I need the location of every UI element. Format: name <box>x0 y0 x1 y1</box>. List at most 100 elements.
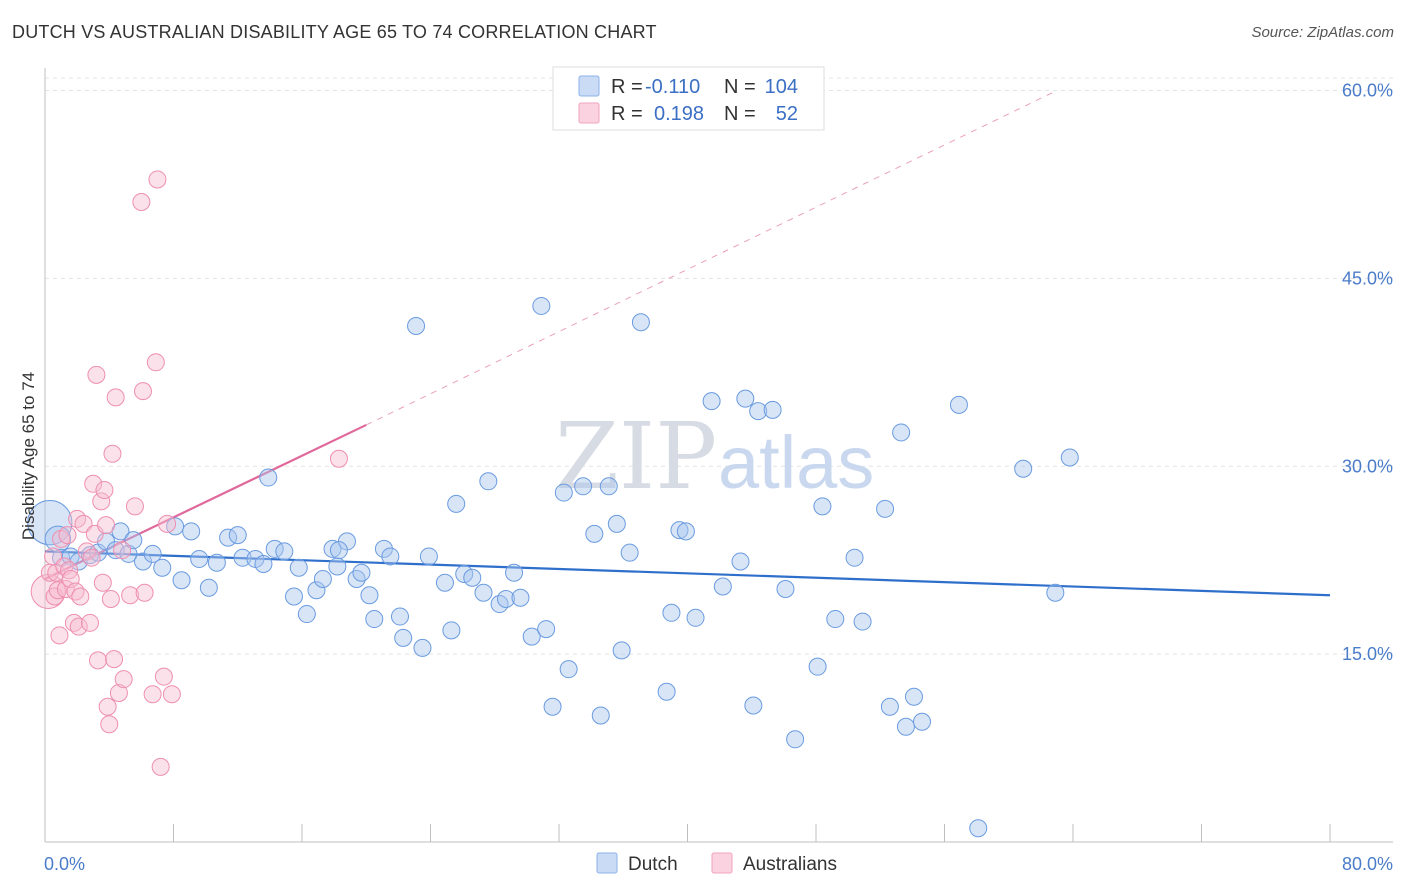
australians-point <box>95 481 114 500</box>
legend-n-value-australians: 52 <box>776 103 798 125</box>
dutch-point <box>607 514 626 533</box>
dutch-point <box>554 483 573 502</box>
y-tick-label: 45.0% <box>1342 268 1393 288</box>
australians-point <box>109 683 128 702</box>
dutch-point <box>786 730 805 749</box>
dutch-point <box>365 610 384 629</box>
dutch-point <box>657 682 676 701</box>
australians-point <box>158 514 177 533</box>
australians-point <box>50 626 69 645</box>
dutch-point <box>808 657 827 676</box>
australians-point <box>66 582 85 601</box>
australians-point <box>97 516 116 535</box>
dutch-point <box>537 620 556 639</box>
legend: R = -0.110 N = 104 R = 0.198 N = 52 <box>552 66 825 131</box>
australians-point <box>146 353 165 372</box>
dutch-point <box>1046 583 1065 602</box>
dutch-point <box>328 557 347 576</box>
dutch-point <box>284 587 303 606</box>
australians-point <box>87 365 106 384</box>
australians-point <box>74 514 93 533</box>
x-tick-label-min: 0.0% <box>44 854 85 874</box>
dutch-point <box>407 316 426 335</box>
dutch-point <box>347 569 366 588</box>
australians-point <box>154 667 173 686</box>
dutch-point <box>532 296 551 315</box>
dutch-point <box>591 706 610 725</box>
dutch-point <box>1060 448 1079 467</box>
dutch-point <box>259 468 278 487</box>
dutch-point <box>749 402 768 421</box>
australians-point <box>71 587 90 606</box>
dutch-point <box>374 539 393 558</box>
dutch-point <box>913 712 932 731</box>
dutch-point <box>153 558 172 577</box>
dutch-point <box>631 313 650 332</box>
dutch-point <box>585 524 604 543</box>
bottom-legend: Dutch Australians <box>596 852 837 875</box>
dutch-point <box>360 586 379 605</box>
watermark-zip: ZIP <box>555 403 717 510</box>
dutch-point <box>620 543 639 562</box>
australians-point <box>82 548 101 567</box>
dutch-point <box>275 542 294 561</box>
dutch-point <box>670 521 689 540</box>
dutch-point <box>744 696 763 715</box>
dutch-point <box>307 581 326 600</box>
dutch-point <box>27 500 73 546</box>
legend-n-label-australians: N = <box>724 103 756 125</box>
australians-point <box>329 449 348 468</box>
x-tick-label-max: 80.0% <box>1342 854 1393 874</box>
dutch-point <box>505 563 524 582</box>
australians-point <box>113 541 132 560</box>
y-tick-label: 15.0% <box>1342 644 1393 664</box>
dutch-point <box>612 641 631 660</box>
dutch-point <box>479 472 498 491</box>
dutch-point <box>313 569 332 588</box>
dutch-point <box>463 568 482 587</box>
australians-point <box>100 715 119 734</box>
legend-n-value-dutch: 104 <box>765 76 798 98</box>
bottom-legend-swatch-australians <box>711 852 733 874</box>
dutch-point <box>254 554 273 573</box>
bottom-legend-label-australians: Australians <box>743 854 837 875</box>
chart-title: DUTCH VS AUSTRALIAN DISABILITY AGE 65 TO… <box>12 22 657 42</box>
dutch-point <box>44 525 72 553</box>
dutch-point <box>228 526 247 545</box>
y-axis-label: Disability Age 65 to 74 <box>19 372 38 540</box>
legend-r-value-dutch: -0.110 <box>645 76 700 98</box>
dutch-point <box>876 499 895 518</box>
australians-point <box>69 617 88 636</box>
dutch-point <box>702 392 721 411</box>
australians-point <box>98 697 117 716</box>
dutch-point <box>323 539 342 558</box>
dutch-point <box>289 558 308 577</box>
dutch-point <box>390 607 409 626</box>
dutch-point <box>435 573 454 592</box>
dutch-point <box>447 494 466 513</box>
dutch-point <box>381 547 400 566</box>
dutch-point <box>329 541 348 560</box>
dutch-point <box>574 477 593 496</box>
australians-point <box>148 170 167 189</box>
dutch-point <box>853 612 872 631</box>
legend-r-value-australians: 0.198 <box>654 103 704 125</box>
dutch-point <box>736 389 755 408</box>
bottom-legend-swatch-dutch <box>596 852 618 874</box>
dutch-point <box>904 687 923 706</box>
australians-point <box>77 542 96 561</box>
dutch-point <box>1014 459 1033 478</box>
dutch-point <box>713 577 732 596</box>
dutch-point <box>686 608 705 627</box>
dutch-point <box>676 522 695 541</box>
australians-point <box>121 586 140 605</box>
dutch-point <box>199 578 218 597</box>
australians-point <box>151 757 170 776</box>
australians-point <box>58 526 77 545</box>
trend-lines <box>44 90 1331 597</box>
y-tick-label: 60.0% <box>1342 81 1393 101</box>
dutch-point <box>474 583 493 602</box>
data-points <box>27 170 1079 838</box>
australians-point <box>133 382 152 401</box>
